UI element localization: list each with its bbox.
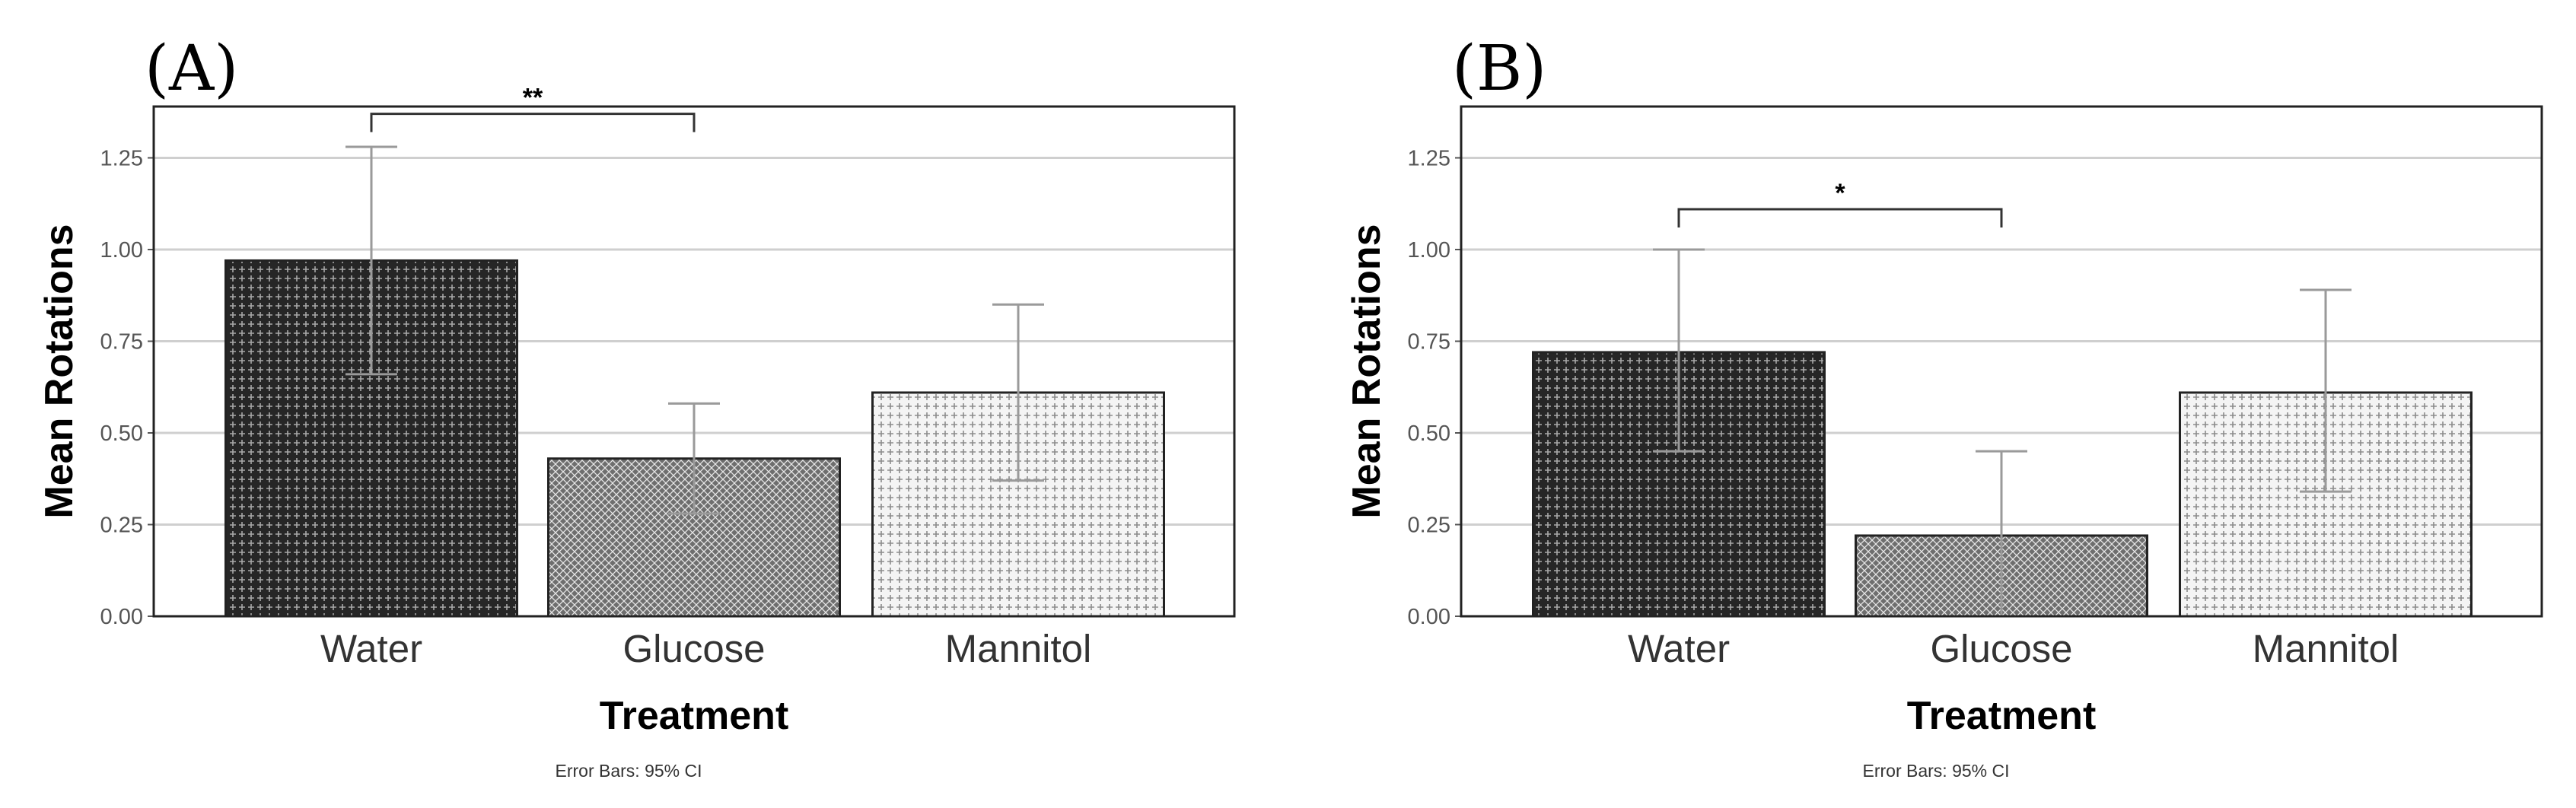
panel-a-x-tick-label-mannitol: Mannitol (945, 627, 1092, 670)
panel-a-error-bar-mannitol (992, 303, 1044, 482)
panel-a-y-axis-title: Mean Rotations (37, 224, 81, 518)
panel-a-significance-bracket (370, 113, 696, 132)
panel-a-error-bar-glucose (668, 402, 720, 515)
panel-b-x-tick-label-mannitol: Mannitol (2253, 627, 2399, 670)
panel-b: (B) Mean Rotations * 0.00 0.25 0.50 0.75 1.0… (1345, 33, 2543, 781)
panel-b-error-bar-water (1653, 248, 1705, 453)
panel-a: (A) Mean Rotations ** 0.00 0.25 0.50 0.75 1.… (37, 33, 1236, 781)
panel-a-x-tick-label-water: Water (320, 627, 422, 670)
panel-a-y-tick-label: 1.25 (100, 146, 143, 170)
panel-a-y-tick-label: 0.25 (100, 513, 143, 537)
panel-a-significance-label: ** (523, 84, 543, 113)
panel-b-y-tick-label: 0.25 (1408, 513, 1450, 537)
panel-b-error-bar-mannitol (2300, 288, 2352, 493)
panel-b-label: (B) (1452, 33, 1546, 105)
panel-b-y-tick-label: 1.00 (1408, 238, 1450, 262)
panel-a-footnote: Error Bars: 95% CI (556, 761, 702, 781)
panel-a-y-tick-label: 0.50 (100, 421, 143, 446)
panel-b-x-tick-label-water: Water (1628, 627, 1730, 670)
panel-a-label: (A) (145, 33, 238, 105)
panel-b-footnote: Error Bars: 95% CI (1863, 761, 2010, 781)
panel-b-y-tick-label: 0.50 (1408, 421, 1450, 446)
panel-b-x-axis-title: Treatment (1907, 694, 2097, 738)
panel-b-plot-frame (1460, 105, 2543, 618)
panel-b-significance-label: * (1835, 179, 1845, 208)
panel-b-x-tick-label-glucose: Glucose (1930, 627, 2072, 670)
panel-b-y-axis-title: Mean Rotations (1345, 224, 1389, 518)
panel-b-y-tick-label: 0.00 (1408, 605, 1450, 629)
panel-a-y-tick-label: 1.00 (100, 238, 143, 262)
panel-a-error-bar-water (345, 145, 397, 376)
panel-a-y-tick-label: 0.75 (100, 329, 143, 354)
panel-b-y-tick-label: 0.75 (1408, 329, 1450, 354)
panel-a-x-tick-label-glucose: Glucose (623, 627, 765, 670)
panel-b-y-tick-label: 1.25 (1408, 146, 1450, 170)
panel-a-plot-frame (152, 105, 1236, 618)
panel-b-significance-bracket (1677, 208, 2003, 227)
panel-a-x-axis-title: Treatment (600, 694, 789, 738)
panel-a-y-tick-label: 0.00 (100, 605, 143, 629)
